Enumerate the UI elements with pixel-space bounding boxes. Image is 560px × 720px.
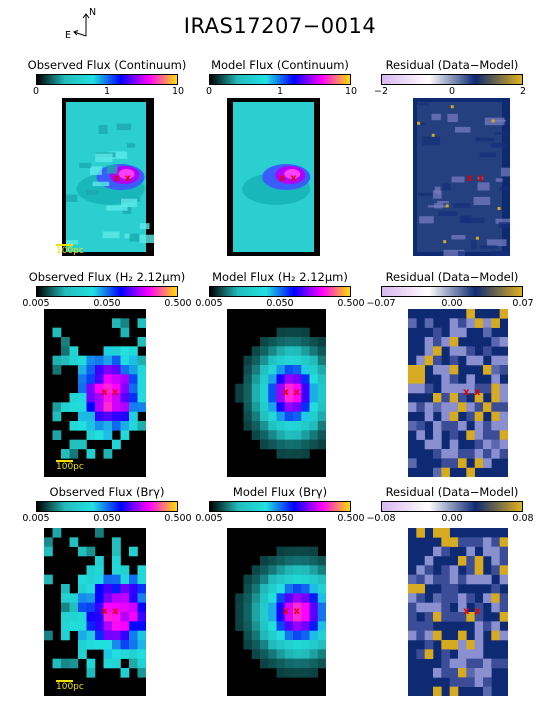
colorbar-r2-c2 (209, 286, 351, 297)
figure-title: IRAS17207−0014 (183, 14, 377, 38)
colorbar-tick-r3-c1-2: 0.050 (93, 513, 121, 524)
nucleus-marker-r3-c1-1: x (101, 606, 108, 617)
panel-title-r2-c3: Residual (Data−Model) (385, 270, 519, 284)
map-image-r3-c2 (227, 528, 326, 696)
colorbar-tick-r2-c3-3: 0.07 (512, 298, 534, 309)
colorbar-tick-r1-c1-3: 10 (171, 86, 185, 97)
map-panel-r3-c1 (44, 528, 146, 696)
map-panel-r3-c2 (227, 528, 326, 696)
nucleus-marker-r1-c2-2: x (290, 172, 297, 184)
map-panel-r1-c3 (413, 98, 510, 256)
map-image-r2-c3 (408, 309, 508, 477)
colorbar-tick-r2-c2-3: 0.500 (337, 298, 365, 309)
colorbar-tick-r3-c1-1: 0.005 (22, 513, 50, 524)
nucleus-marker-r2-c1-2: x (112, 387, 119, 398)
panel-title-r3-c1: Observed Flux (Brγ) (49, 485, 165, 499)
nucleus-marker-r2-c2-1: x (282, 387, 289, 398)
colorbar-r1-c3 (381, 74, 523, 85)
colorbar-tick-r3-c2-3: 0.500 (337, 513, 365, 524)
scale-bar-label-r1: 100pc (56, 246, 84, 256)
colorbar-tick-r2-c1-3: 0.500 (164, 298, 192, 309)
colorbar-tick-r1-c3-2: 0 (448, 86, 456, 97)
nucleus-marker-r1-c3-1: x (466, 172, 473, 184)
colorbar-tick-r1-c3-1: −2 (373, 86, 388, 97)
compass-arrows-icon (73, 13, 90, 37)
nucleus-marker-r2-c2-2: x (293, 387, 300, 398)
colorbar-tick-r2-c2-2: 0.050 (266, 298, 294, 309)
nucleus-marker-r2-c3-1: x (463, 387, 470, 398)
colorbar-r2-c1 (36, 286, 178, 297)
colorbar-r3-c3 (381, 501, 523, 512)
colorbar-tick-r3-c3-1: −0.08 (366, 513, 396, 524)
colorbar-tick-r3-c1-3: 0.500 (164, 513, 192, 524)
colorbar-tick-r1-c2-2: 1 (276, 86, 284, 97)
scale-bar-r1 (56, 244, 73, 246)
nucleus-marker-r1-c1-2: x (124, 172, 131, 184)
panel-title-r1-c3: Residual (Data−Model) (385, 58, 519, 72)
colorbar-tick-r2-c1-2: 0.050 (93, 298, 121, 309)
panel-title-r3-c3: Residual (Data−Model) (385, 485, 519, 499)
map-image-r2-c1 (44, 309, 146, 477)
colorbar-tick-r2-c2-1: 0.005 (195, 298, 223, 309)
nucleus-marker-r1-c3-2: x (477, 172, 484, 184)
map-panel-r2-c1 (44, 309, 146, 477)
map-panel-r2-c2 (227, 309, 326, 477)
map-image-r1-c3 (413, 98, 510, 256)
map-image-r1-c2 (227, 98, 320, 256)
colorbar-r3-c2 (209, 501, 351, 512)
map-image-r3-c3 (408, 528, 508, 696)
colorbar-r3-c1 (36, 501, 178, 512)
panel-title-r2-c2: Model Flux (H₂ 2.12μm) (212, 270, 348, 284)
map-panel-r1-c1 (62, 98, 154, 256)
panel-title-r2-c1: Observed Flux (H₂ 2.12μm) (28, 270, 186, 284)
nucleus-marker-r3-c3-1: x (463, 606, 470, 617)
colorbar-tick-r1-c2-1: 0 (205, 86, 213, 97)
scale-bar-r2 (56, 460, 73, 462)
compass-north-label: N (89, 7, 97, 18)
colorbar-tick-r3-c3-3: 0.08 (512, 513, 534, 524)
nucleus-marker-r3-c1-2: x (112, 606, 119, 617)
colorbar-tick-r3-c2-1: 0.005 (195, 513, 223, 524)
nucleus-marker-r2-c1-1: x (101, 387, 108, 398)
map-image-r1-c1 (62, 98, 154, 256)
compass: N E (64, 6, 104, 42)
colorbar-r1-c2 (209, 74, 351, 85)
colorbar-tick-r2-c1-1: 0.005 (22, 298, 50, 309)
nucleus-marker-r1-c2-1: x (279, 172, 286, 184)
nucleus-marker-r3-c2-1: x (282, 606, 289, 617)
compass-east-label: E (65, 30, 72, 41)
colorbar-tick-r3-c3-2: 0.00 (441, 513, 463, 524)
panel-title-r1-c1: Observed Flux (Continuum) (27, 58, 187, 72)
panel-title-r1-c2: Model Flux (Continuum) (211, 58, 349, 72)
scale-bar-label-r3: 100pc (56, 682, 84, 692)
map-panel-r1-c2 (227, 98, 320, 256)
map-panel-r3-c3 (408, 528, 508, 696)
panel-title-r3-c2: Model Flux (Brγ) (232, 485, 328, 499)
scale-bar-label-r2: 100pc (56, 462, 84, 472)
nucleus-marker-r1-c1-1: x (113, 172, 120, 184)
map-image-r3-c1 (44, 528, 146, 696)
nucleus-marker-r3-c2-2: x (293, 606, 300, 617)
colorbar-tick-r1-c3-3: 2 (519, 86, 527, 97)
colorbar-tick-r2-c3-2: 0.00 (441, 298, 463, 309)
colorbar-tick-r1-c1-1: 0 (32, 86, 40, 97)
nucleus-marker-r3-c3-2: x (474, 606, 481, 617)
colorbar-tick-r1-c1-2: 1 (103, 86, 111, 97)
map-panel-r2-c3 (408, 309, 508, 477)
colorbar-r1-c1 (36, 74, 178, 85)
colorbar-tick-r3-c2-2: 0.050 (266, 513, 294, 524)
map-image-r2-c2 (227, 309, 326, 477)
scale-bar-r3 (56, 680, 73, 682)
colorbar-r2-c3 (381, 286, 523, 297)
colorbar-tick-r2-c3-1: −0.07 (366, 298, 396, 309)
colorbar-tick-r1-c2-3: 10 (344, 86, 358, 97)
nucleus-marker-r2-c3-2: x (474, 387, 481, 398)
